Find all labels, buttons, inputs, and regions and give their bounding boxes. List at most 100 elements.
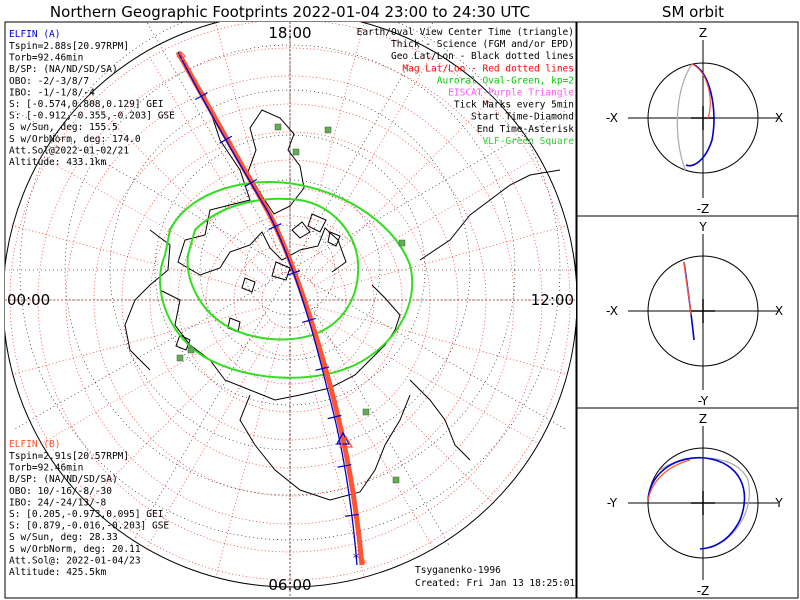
track-tick [219,135,233,144]
elfin-b-center-triangle [338,435,354,448]
track-tick [344,513,359,517]
vlf-square [392,476,400,484]
track-tick [327,414,342,420]
legend: Earth/Oval View Center Time (triangle)Th… [357,27,575,147]
geo-lat-circle [19,22,561,541]
figure-title: Northern Geographic Footprints 2022-01-0… [50,3,530,21]
elfin-a-track [177,51,358,566]
geo-lon-line [12,269,291,431]
sm-panel-frame [576,21,799,217]
vlf-square [292,148,300,156]
sm-axis-label-bottom: -Y [698,394,709,408]
elfin-info-line: S: [0.205,-0.973,0.095] GEI [9,509,163,520]
vlf-square [176,354,184,362]
track-tick [302,317,316,324]
sm-orbit-elfin-b [691,63,711,119]
geo-lat-circle [154,134,426,406]
elfin-name: ELFIN (B) [9,439,60,450]
time-label-left: 00:00 [7,291,50,309]
sm-axis-label-left: -Y [607,496,618,510]
elfin-info-line: IBO: 24/-24/13/-8 [9,497,107,508]
eurasia-coast [159,284,401,401]
elfin-info-line: S: [0.879,-0.016,-0.203] GSE [9,521,169,532]
elfin-info-line: S w/Sun, deg: 28.33 [9,532,118,543]
elfin-b-track [175,50,365,566]
legend-entry: Tick Marks every 5min [454,100,574,111]
sm-orbit-panels: Z -Z -X X Y -Y -X X Z -Z -Y Y [576,21,799,599]
sm-axis-label-bottom: -Z [697,584,710,598]
sm-earth-circle [647,255,759,367]
elfin-info-line: Att.Sol@2022-01-02/21 [9,145,129,156]
sm-orbit-title: SM orbit [662,3,724,21]
elfin-info-line: B/SP: (NA/ND/SD/SA) [9,474,118,485]
sm-panel-2: Y -Y -X X [576,215,799,409]
sm-orbit-gray [659,457,750,549]
elfin-info-line: Altitude: 425.5km [9,567,107,578]
sm-axis-label-left: -X [606,304,618,318]
sm-axis-label-bottom: -Z [697,202,710,216]
elfin-name: ELFIN (A) [9,29,60,40]
sm-axis-label-right: Y [774,496,783,510]
polar-map: * * [5,22,576,598]
legend-entry: Earth/Oval View Center Time (triangle) [357,27,574,38]
sm-orbit-gray [676,63,693,171]
track-tick [268,223,282,231]
canada-coast [177,59,347,276]
geo-lon-line [289,269,451,548]
track-tick [337,464,352,468]
asia-coast [239,394,411,501]
geo-lon-line [289,109,568,271]
elfin-b-info: ELFIN (B)Tspin=2.91s[20.57RPM]Torb=92.46… [9,439,169,578]
model-label: Tsyganenko-1996 [415,565,501,576]
track-tick [194,92,208,101]
geo-lon-line [289,269,568,431]
time-label-top: 18:00 [268,24,311,42]
vlf-square [362,408,370,416]
sm-orbit-elfin-b [683,261,692,316]
elfin-b-end-asterisk: * [360,557,367,571]
sm-orbit-elfin-b [647,459,691,501]
legend-entry: EISCAT-Purple Triangle [448,88,574,99]
elfin-info-line: S w/OrbNorm, deg: 174.0 [9,134,141,145]
legend-entry: Mag Lat/Lon - Red dotted lines [402,63,574,74]
mag-latlon-grid [5,22,576,590]
geo-lon-line [12,109,291,271]
elfin-info-line: B/SP: (NA/ND/SD/SA) [9,64,118,75]
track-tick [286,270,301,276]
sm-axis-label-top: Z [699,412,707,426]
sm-panel-1: Z -Z -X X [576,21,799,217]
sm-axis-label-right: X [775,304,783,318]
coastlines [124,59,561,501]
elfin-info-line: S: [-0.912,-0.355,-0.203] GSE [9,111,175,122]
elfin-a-center-triangle [335,431,351,445]
geo-lon-line [289,22,434,271]
elfin-info-line: Tspin=2.88s[20.97RPM] [9,41,129,52]
sm-panel-3: Z -Z -Y Y [576,407,799,599]
time-label-right: 12:00 [531,291,574,309]
elfin-b-start-diamond [176,51,186,61]
track-tick [315,366,330,371]
sm-earth-circle [647,62,759,174]
elfin-info-line: OBO: -2/-3/8/7 [9,76,89,87]
sm-axis-label-left: -X [606,111,618,125]
elfin-info-line: Att.Sol@: 2022-01-04/23 [9,555,141,566]
legend-entry: VLF-Green Square [482,136,574,147]
vlf-square [187,346,195,354]
geo-lon-line [129,269,291,548]
vlf-square [398,239,406,247]
elfin-info-line: IBO: -1/-1/8/-4 [9,87,95,98]
geo-lat-circle [199,179,381,361]
auroral-oval [159,181,414,379]
sm-axis-label-right: X [775,111,783,125]
elfin-info-line: Altitude: 433.1km [9,157,107,168]
elfin-info-line: Torb=92.46min [9,53,83,64]
europe-coast [124,229,171,371]
greenland-coast [247,109,305,215]
created-label: Created: Fri Jan 13 18:25:01 2023 [415,578,604,589]
vlf-stations [176,123,406,484]
vlf-square [324,126,332,134]
geo-lon-line [146,22,291,271]
elfin-info-line: Tspin=2.91s[20.57RPM] [9,451,129,462]
